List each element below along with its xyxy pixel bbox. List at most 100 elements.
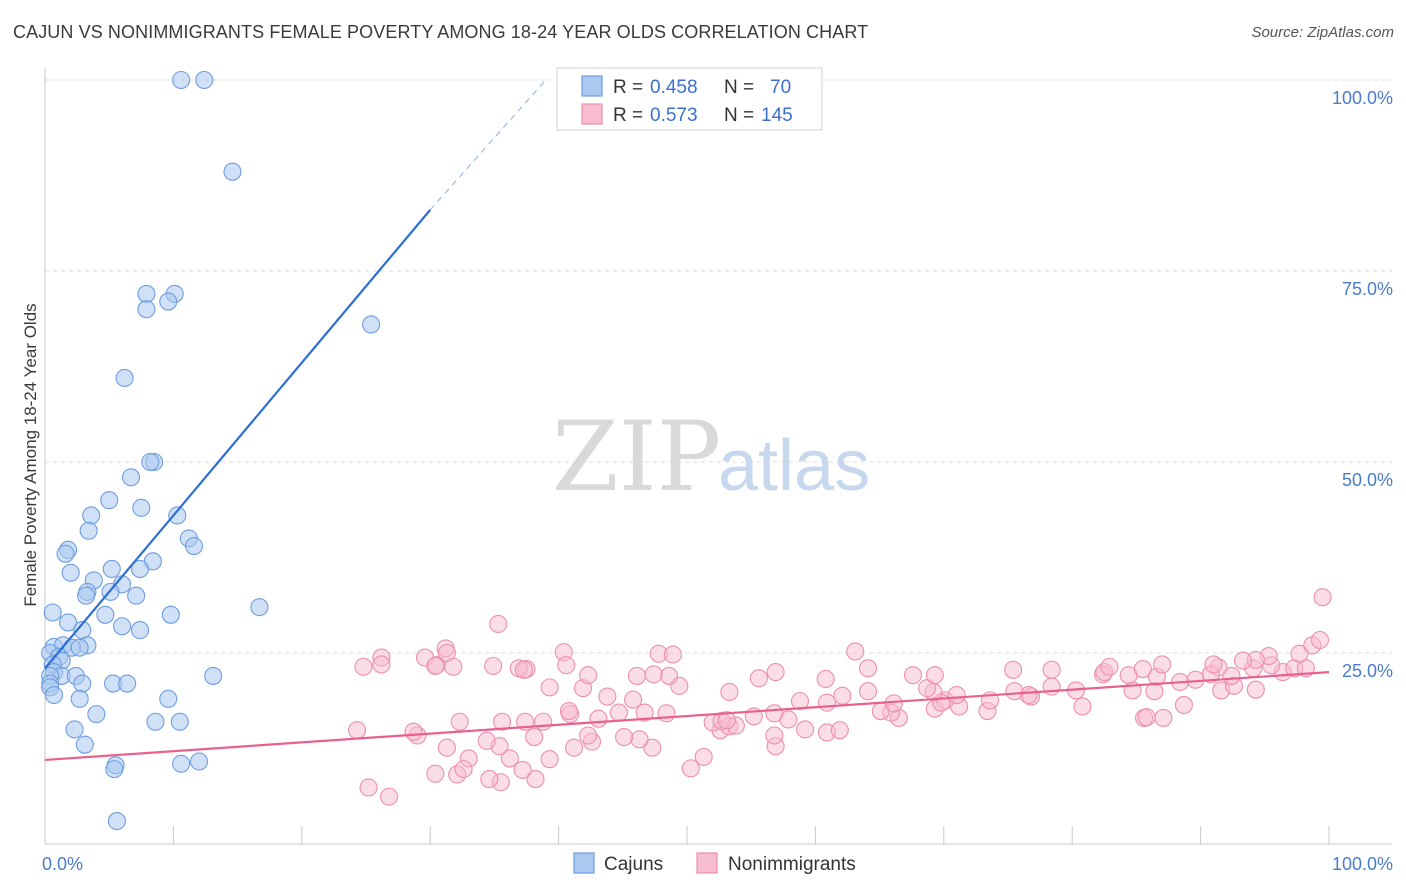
- nonimmigrant-point: [1042, 660, 1061, 679]
- nonimmigrant-point: [484, 656, 503, 676]
- nonimmigrant-point: [659, 666, 679, 685]
- y-tick-label: 100.0%: [1332, 88, 1393, 108]
- nonimmigrant-point: [564, 738, 584, 757]
- nonimmigrant-point: [540, 678, 559, 697]
- nonimmigrant-point: [404, 722, 423, 741]
- nonimmigrant-point: [598, 687, 617, 706]
- tick-labels: 25.0% 50.0% 75.0% 100.0% 0.0% 100.0%: [42, 88, 1393, 874]
- cajun-point: [107, 812, 126, 831]
- nonimmigrant-point: [579, 726, 598, 745]
- nonimmigrant-point: [1100, 657, 1119, 676]
- nonimmigrant-point: [1153, 655, 1172, 674]
- cajun-point: [87, 705, 106, 724]
- nonimmigrant-point: [643, 738, 662, 757]
- cajun-point: [115, 368, 134, 388]
- cajun-point: [70, 638, 89, 657]
- nonimmigrant-point: [589, 709, 608, 728]
- nonimmigrant-point: [1174, 695, 1193, 715]
- nonimmigrant-point: [766, 663, 785, 682]
- cajun-point: [100, 491, 119, 510]
- legend-r-value-1: 0.458: [650, 77, 698, 98]
- nonimmigrant-point: [444, 657, 463, 676]
- legend-n-value-2: 145: [761, 105, 793, 126]
- legend-n-value-1: 70: [770, 77, 791, 98]
- nonimmigrant-point: [663, 645, 682, 664]
- cajun-point: [223, 162, 242, 181]
- cajun-trend-line: [44, 209, 432, 669]
- nonimmigrant-point: [833, 686, 852, 705]
- cajun-point: [56, 544, 75, 563]
- cajun-point: [70, 689, 89, 708]
- cajun-point: [65, 720, 84, 739]
- nonimmigrant-point: [480, 770, 499, 789]
- bottom-legend-cajuns: Cajuns: [604, 854, 663, 875]
- nonimmigrant-point: [1204, 655, 1223, 674]
- nonimmigrant-point: [796, 720, 815, 739]
- cajun-point: [82, 506, 101, 525]
- cajun-point: [172, 70, 191, 90]
- chart-title: CAJUN VS NONIMMIGRANTS FEMALE POVERTY AM…: [13, 22, 869, 42]
- nonimmigrant-point: [450, 712, 469, 731]
- nonimmigrant-point: [717, 711, 736, 730]
- nonimmigrant-point: [1137, 708, 1156, 727]
- nonimmigrant-point: [903, 666, 923, 685]
- nonimmigrant-series-points: [347, 588, 1332, 806]
- nonimmigrant-point: [615, 727, 634, 747]
- axes: [44, 68, 1392, 845]
- cajun-point: [75, 735, 94, 754]
- cajun-trend-extension: [429, 79, 547, 211]
- y-tick-label: 25.0%: [1342, 661, 1393, 681]
- nonimmigrant-point: [694, 747, 713, 766]
- cajun-point: [127, 586, 146, 605]
- cajun-point: [130, 621, 150, 640]
- nonimmigrant-point: [765, 726, 784, 745]
- nonimmigrant-point: [858, 659, 878, 678]
- nonimmigrant-point: [437, 738, 456, 757]
- nonimmigrant-point: [630, 730, 649, 749]
- nonimmigrant-point: [947, 685, 966, 705]
- cajun-point: [168, 506, 187, 525]
- nonimmigrant-point: [1290, 644, 1309, 663]
- legend-r-label-2: R =: [613, 105, 643, 126]
- source-label: Source: ZipAtlas.com: [1251, 24, 1394, 41]
- nonimmigrant-point: [500, 749, 519, 768]
- nonimmigrant-point: [1154, 708, 1173, 727]
- x-tick-label: 0.0%: [42, 854, 83, 874]
- cajun-point: [204, 666, 223, 685]
- nonimmigrant-point: [817, 693, 837, 712]
- cajun-point: [172, 754, 191, 773]
- y-axis-label: Female Poverty Among 18-24 Year Olds: [21, 303, 40, 606]
- nonimmigrant-point: [454, 760, 473, 779]
- cajun-point: [362, 315, 381, 334]
- nonimmigrant-point: [347, 721, 367, 740]
- nonimmigrant-point: [609, 703, 628, 722]
- nonimmigrant-point: [525, 727, 544, 747]
- nonimmigrant-point: [765, 704, 784, 723]
- nonimmigrant-point: [526, 770, 545, 789]
- legend-n-label-1: N =: [724, 77, 754, 98]
- cajun-point: [137, 300, 156, 319]
- legend-swatch-nonimmigrants: [581, 103, 603, 125]
- cajun-point: [159, 689, 178, 708]
- cajun-point: [159, 292, 178, 311]
- nonimmigrant-point: [540, 750, 559, 769]
- trend-lines: [44, 79, 1330, 762]
- y-tick-label: 50.0%: [1342, 470, 1393, 490]
- nonimmigrant-point: [681, 759, 700, 778]
- nonimmigrant-point: [514, 660, 533, 679]
- nonimmigrant-point: [790, 692, 810, 711]
- cajun-point: [79, 521, 98, 540]
- cajun-point: [250, 598, 269, 617]
- nonimmigrant-point: [627, 666, 646, 685]
- nonimmigrant-point: [513, 760, 532, 779]
- cajun-point: [77, 586, 96, 605]
- gridlines: [45, 79, 1392, 654]
- cajun-point: [137, 284, 156, 303]
- cajun-point: [44, 685, 64, 705]
- nonimmigrant-point: [858, 682, 878, 701]
- cajun-point: [61, 563, 80, 582]
- watermark-atlas: atlas: [718, 426, 870, 506]
- nonimmigrant-point: [846, 642, 865, 661]
- nonimmigrant-point: [557, 656, 576, 675]
- nonimmigrant-point: [1310, 630, 1330, 650]
